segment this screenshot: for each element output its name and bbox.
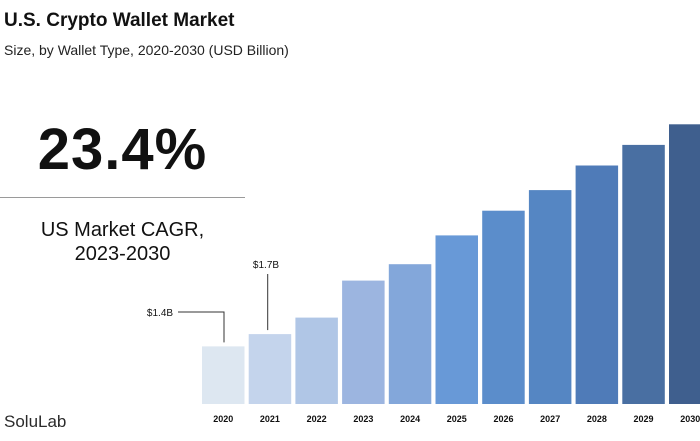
chart-subtitle: Size, by Wallet Type, 2020-2030 (USD Bil… bbox=[4, 42, 289, 58]
bar-2021 bbox=[248, 334, 292, 404]
x-tick-label: 2022 bbox=[307, 414, 327, 424]
bar-2026 bbox=[482, 210, 525, 404]
bar-2029 bbox=[622, 144, 665, 404]
x-tick-label: 2028 bbox=[587, 414, 607, 424]
x-tick-label: 2029 bbox=[633, 414, 653, 424]
x-tick-label: 2030 bbox=[680, 414, 700, 424]
cagr-label-line1: US Market CAGR, bbox=[40, 219, 205, 241]
x-tick-label: 2021 bbox=[260, 414, 280, 424]
cagr-label-line2: 2023-2030 bbox=[74, 243, 171, 265]
cagr-label: US Market CAGR, 2023-2030 bbox=[0, 218, 245, 266]
cagr-value: 23.4% bbox=[37, 117, 208, 182]
bar-2024 bbox=[388, 264, 432, 404]
divider bbox=[0, 197, 245, 198]
x-tick-label: 2027 bbox=[540, 414, 560, 424]
bar-2023 bbox=[342, 280, 385, 404]
bar-2027 bbox=[528, 190, 572, 404]
x-tick-label: 2023 bbox=[353, 414, 373, 424]
data-label-leader bbox=[178, 311, 225, 343]
bar-2020 bbox=[202, 346, 245, 404]
bar-2025 bbox=[435, 235, 478, 404]
brand-logo: SoluLab bbox=[4, 412, 67, 431]
x-tick-label: 2025 bbox=[447, 414, 467, 424]
bar-2028 bbox=[575, 165, 619, 404]
x-tick-label: 2024 bbox=[400, 414, 420, 424]
bar-2030 bbox=[669, 124, 700, 405]
x-tick-label: 2020 bbox=[213, 414, 233, 424]
x-tick-label: 2026 bbox=[493, 414, 513, 424]
data-label: $1.7B bbox=[253, 260, 279, 271]
chart-title: U.S. Crypto Wallet Market bbox=[4, 10, 235, 31]
data-label: $1.4B bbox=[147, 308, 173, 319]
bar-2022 bbox=[295, 317, 338, 404]
